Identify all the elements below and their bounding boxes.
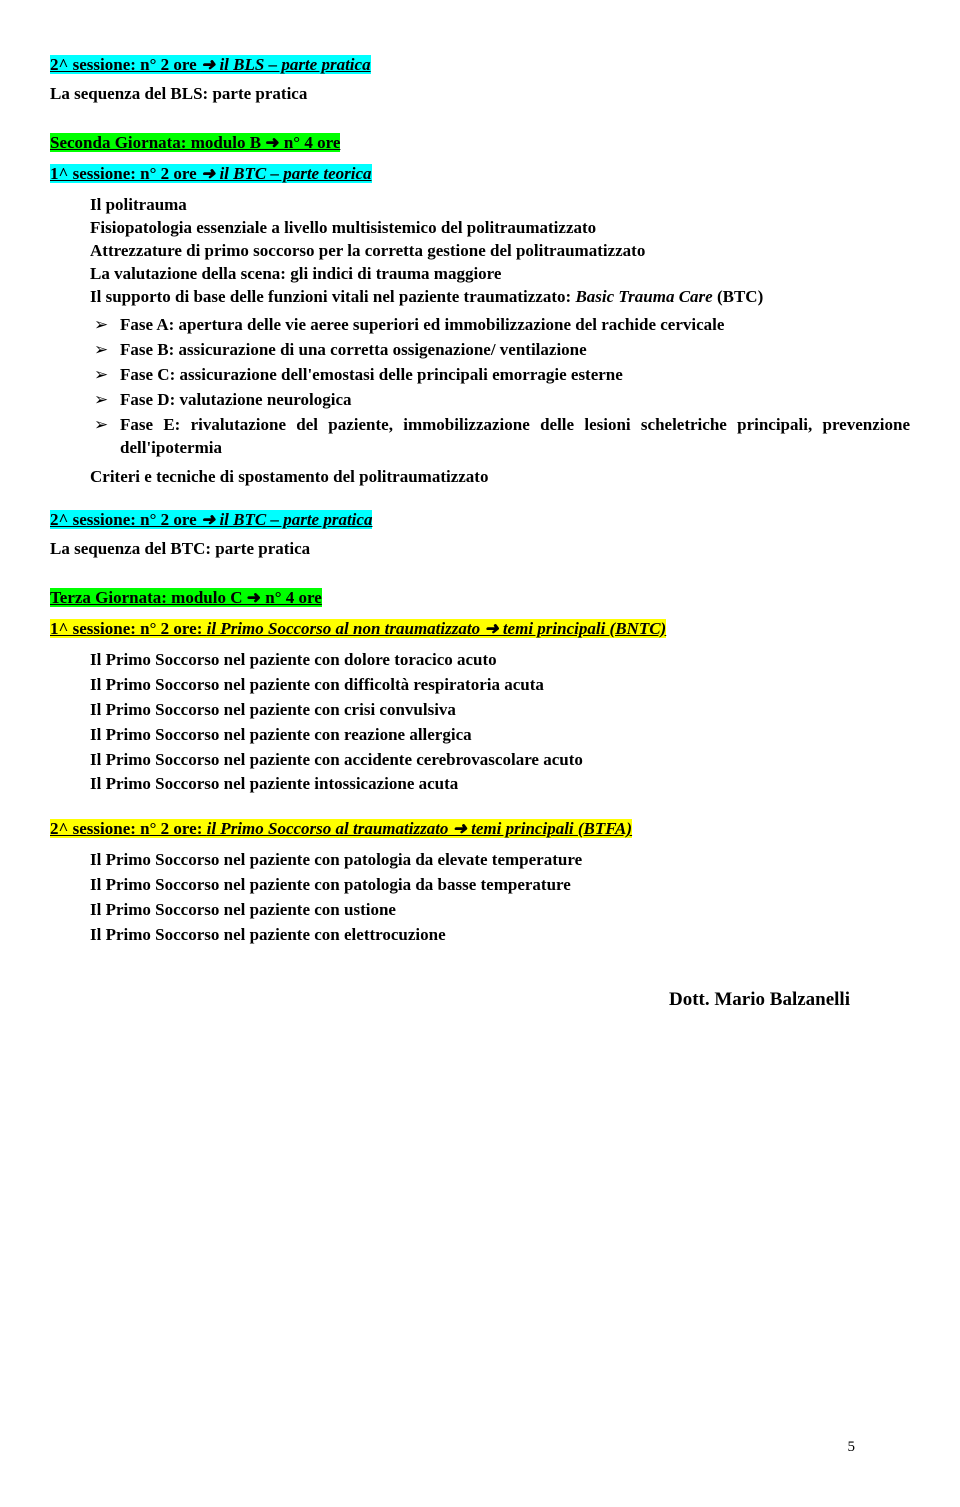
heading-text: 2^ sessione: n° 2 ore [50, 510, 201, 529]
seconda-giornata-heading: Seconda Giornata: modulo B ➜ n° 4 ore [50, 132, 910, 155]
heading-text: 2^ sessione: n° 2 ore [50, 55, 201, 74]
heading-italic: il Primo Soccorso al non traumatizzato ➜… [207, 619, 667, 638]
heading-italic: il Primo Soccorso al traumatizzato ➜ tem… [207, 819, 632, 838]
list-item: Il Primo Soccorso nel paziente con reazi… [90, 724, 910, 747]
btfa-list: Il Primo Soccorso nel paziente con patol… [90, 849, 910, 947]
fase-list: Fase A: apertura delle vie aeree superio… [50, 314, 910, 460]
list-item: Fase A: apertura delle vie aeree superio… [120, 314, 910, 337]
list-item: Fase C: assicurazione dell'emostasi dell… [120, 364, 910, 387]
list-item: Il Primo Soccorso nel paziente con dolor… [90, 649, 910, 672]
signature: Dott. Mario Balzanelli [50, 987, 850, 1013]
list-item: Il Primo Soccorso nel paziente con crisi… [90, 699, 910, 722]
heading-text: Terza Giornata: modulo C ➜ n° 4 ore [50, 588, 322, 607]
list-item: Il Primo Soccorso nel paziente con elett… [90, 924, 910, 947]
heading-italic: ➜ il BTC – parte teorica [201, 164, 372, 183]
list-item: Il Primo Soccorso nel paziente con patol… [90, 874, 910, 897]
session-2-btfa-heading: 2^ sessione: n° 2 ore: il Primo Soccorso… [50, 818, 910, 841]
paragraph: La valutazione della scena: gli indici d… [90, 263, 910, 286]
list-item: Fase B: assicurazione di una corretta os… [120, 339, 910, 362]
heading-italic: ➜ il BTC – parte pratica [201, 510, 373, 529]
list-item: Fase E: rivalutazione del paziente, immo… [120, 414, 910, 460]
text: Il supporto di base delle funzioni vital… [90, 287, 575, 306]
session-1-bntc-heading: 1^ sessione: n° 2 ore: il Primo Soccorso… [50, 618, 910, 641]
list-item: Il Primo Soccorso nel paziente con ustio… [90, 899, 910, 922]
list-item: Il Primo Soccorso nel paziente intossica… [90, 773, 910, 796]
text-italic: Basic Trauma Care [575, 287, 712, 306]
list-item: Il Primo Soccorso nel paziente con patol… [90, 849, 910, 872]
paragraph: Il supporto di base delle funzioni vital… [90, 286, 910, 309]
heading-text: 1^ sessione: n° 2 ore: [50, 619, 207, 638]
bls-sequence-text: La sequenza del BLS: parte pratica [50, 83, 910, 106]
heading-text: 1^ sessione: n° 2 ore [50, 164, 201, 183]
session-1-btc-teorica-heading: 1^ sessione: n° 2 ore ➜ il BTC – parte t… [50, 163, 910, 186]
heading-text: Seconda Giornata: modulo B ➜ n° 4 ore [50, 133, 340, 152]
page-number: 5 [848, 1437, 856, 1457]
paragraph: Fisiopatologia essenziale a livello mult… [90, 217, 910, 240]
list-item: Fase D: valutazione neurologica [120, 389, 910, 412]
list-item: Il Primo Soccorso nel paziente con diffi… [90, 674, 910, 697]
list-item: Il Primo Soccorso nel paziente con accid… [90, 749, 910, 772]
paragraph: Attrezzature di primo soccorso per la co… [90, 240, 910, 263]
session-2-bls-heading: 2^ sessione: n° 2 ore ➜ il BLS – parte p… [50, 54, 910, 77]
heading-text: 2^ sessione: n° 2 ore: [50, 819, 207, 838]
btc-sequence-text: La sequenza del BTC: parte pratica [50, 538, 910, 561]
heading-italic: ➜ il BLS – parte pratica [201, 55, 371, 74]
session-2-btc-pratica-heading: 2^ sessione: n° 2 ore ➜ il BTC – parte p… [50, 509, 910, 532]
terza-giornata-heading: Terza Giornata: modulo C ➜ n° 4 ore [50, 587, 910, 610]
criteri-text: Criteri e tecniche di spostamento del po… [90, 466, 910, 489]
paragraph: Il politrauma [90, 194, 910, 217]
bntc-list: Il Primo Soccorso nel paziente con dolor… [90, 649, 910, 797]
text: (BTC) [713, 287, 764, 306]
